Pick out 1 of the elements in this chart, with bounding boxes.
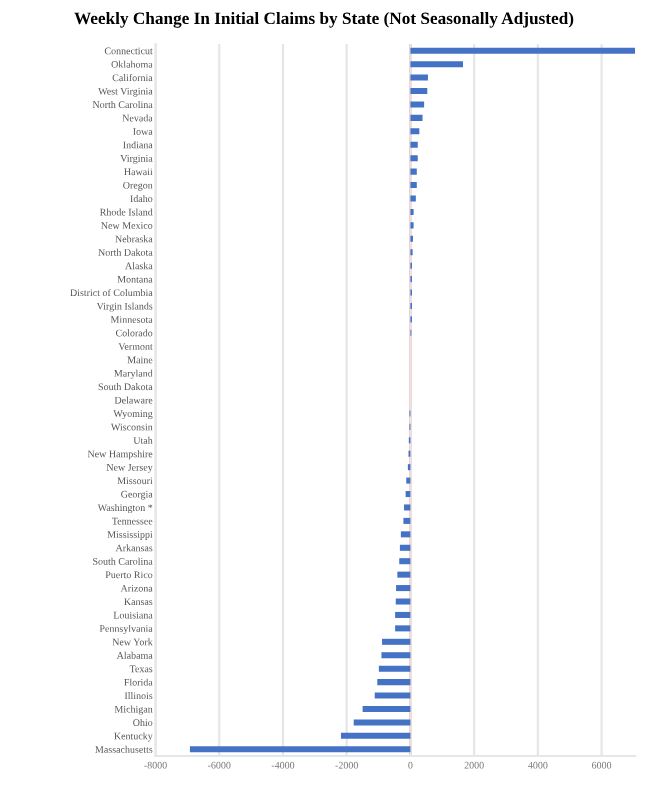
chart-title: Weekly Change In Initial Claims by State (Not Seasonally Adjusted) <box>74 12 574 28</box>
